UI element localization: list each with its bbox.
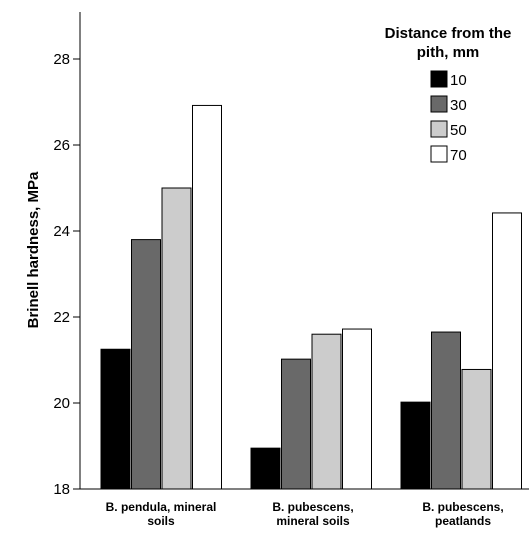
legend-items-group: 10 30 50 70 [430, 70, 467, 164]
legend-label-10: 10 [450, 72, 467, 89]
legend-swatch-50 [430, 120, 448, 138]
legend-label-30: 30 [450, 97, 467, 114]
category-label-0-line-1: soils [147, 514, 175, 528]
y-tick-label: 20 [53, 395, 70, 412]
bar-30-1 [281, 358, 311, 490]
bar-10-0 [100, 348, 131, 490]
bar-50-0 [161, 187, 192, 490]
y-axis-label: Brinell hardness, MPa [25, 171, 42, 328]
legend: Distance from the pith, mm 10 30 50 70 [385, 25, 512, 164]
y-tick-label: 22 [53, 309, 70, 326]
category-label-2-line-1: peatlands [435, 514, 491, 528]
bar-70-0 [192, 104, 222, 490]
bars-group [100, 104, 522, 490]
y-ticks-group: 18 20 22 24 26 28 [53, 51, 80, 498]
bar-50-2 [461, 368, 492, 490]
category-label-1-line-0: B. pubescens, [272, 500, 353, 514]
bar-10-2 [400, 401, 431, 490]
bar-30-2 [431, 331, 461, 490]
bar-70-1 [342, 328, 372, 490]
category-label-0-line-0: B. pendula, mineral [106, 500, 217, 514]
category-label-2-line-0: B. pubescens, [422, 500, 503, 514]
y-tick-label: 28 [53, 51, 70, 68]
y-tick-label: 26 [53, 137, 70, 154]
bar-10-1 [250, 447, 281, 490]
category-label-1-line-1: mineral soils [276, 514, 350, 528]
legend-swatch-70 [430, 145, 448, 163]
bar-30-0 [131, 239, 161, 490]
legend-title-line-1: Distance from the [385, 25, 512, 42]
legend-label-70: 70 [450, 147, 467, 164]
bar-50-1 [311, 333, 342, 490]
legend-label-50: 50 [450, 122, 467, 139]
bar-70-2 [492, 212, 522, 490]
y-tick-label: 24 [53, 223, 70, 240]
legend-swatch-10 [430, 70, 448, 88]
legend-title-line-2: pith, mm [417, 44, 480, 61]
legend-swatch-30 [430, 95, 448, 113]
y-tick-label: 18 [53, 481, 70, 498]
